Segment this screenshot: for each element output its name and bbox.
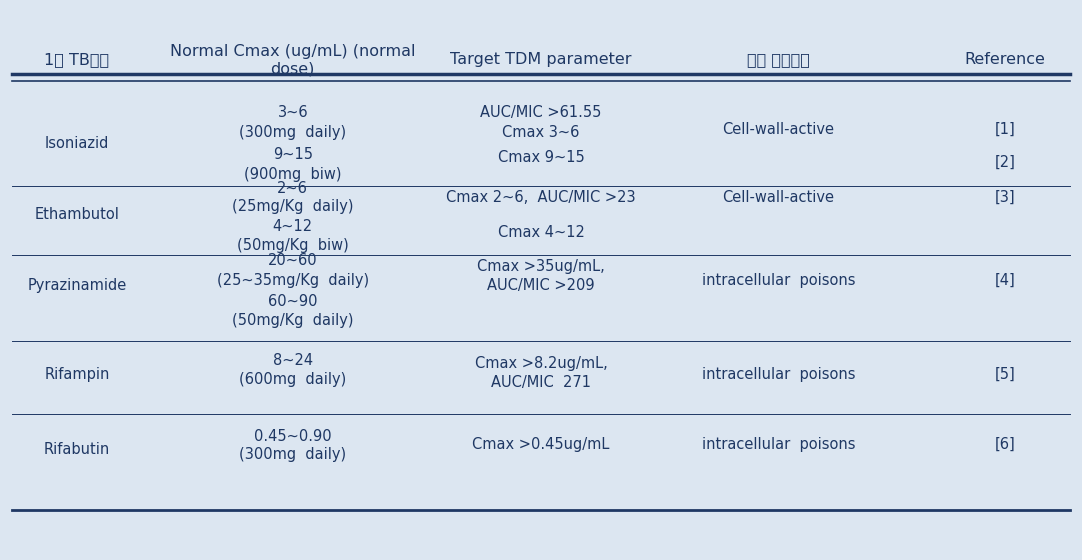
Text: Cell-wall-active: Cell-wall-active xyxy=(723,122,834,137)
Text: Cmax 2~6,  AUC/MIC >23: Cmax 2~6, AUC/MIC >23 xyxy=(446,190,636,205)
Text: intracellular  poisons: intracellular poisons xyxy=(702,437,855,452)
Text: Cmax 4~12: Cmax 4~12 xyxy=(498,225,584,240)
Text: 0.45~0.90: 0.45~0.90 xyxy=(254,428,331,444)
Text: 4~12: 4~12 xyxy=(273,219,313,234)
Text: Cmax 3~6: Cmax 3~6 xyxy=(502,125,580,140)
Text: intracellular  poisons: intracellular poisons xyxy=(702,367,855,382)
Text: Pyrazinamide: Pyrazinamide xyxy=(27,278,127,293)
Text: (50mg/Kg  biw): (50mg/Kg biw) xyxy=(237,238,348,253)
Text: (300mg  daily): (300mg daily) xyxy=(239,447,346,463)
Text: 작용 메커니즘: 작용 메커니즘 xyxy=(747,53,809,67)
Text: Normal Cmax (ug/mL) (normal
dose): Normal Cmax (ug/mL) (normal dose) xyxy=(170,44,415,76)
Text: (50mg/Kg  daily): (50mg/Kg daily) xyxy=(232,312,354,328)
Text: Cmax >0.45ug/mL: Cmax >0.45ug/mL xyxy=(473,437,609,452)
Text: [5]: [5] xyxy=(994,367,1015,382)
Text: AUC/MIC  271: AUC/MIC 271 xyxy=(491,375,591,390)
Text: Cell-wall-active: Cell-wall-active xyxy=(723,190,834,205)
Text: Cmax 9~15: Cmax 9~15 xyxy=(498,150,584,165)
Text: (300mg  daily): (300mg daily) xyxy=(239,125,346,140)
Text: Cmax >35ug/mL,: Cmax >35ug/mL, xyxy=(477,259,605,274)
Text: [2]: [2] xyxy=(994,155,1016,169)
Text: (900mg  biw): (900mg biw) xyxy=(245,167,342,181)
Text: (600mg  daily): (600mg daily) xyxy=(239,372,346,387)
Text: Reference: Reference xyxy=(965,53,1045,67)
Text: [4]: [4] xyxy=(994,273,1015,287)
Text: Isoniazid: Isoniazid xyxy=(44,136,109,151)
Text: 9~15: 9~15 xyxy=(273,147,313,162)
Text: Rifampin: Rifampin xyxy=(44,367,109,382)
Text: [1]: [1] xyxy=(994,122,1015,137)
Text: intracellular  poisons: intracellular poisons xyxy=(702,273,855,287)
Text: [6]: [6] xyxy=(994,437,1015,452)
Text: 2~6: 2~6 xyxy=(277,180,308,195)
Text: AUC/MIC >61.55: AUC/MIC >61.55 xyxy=(480,105,602,120)
Text: 20~60: 20~60 xyxy=(268,253,318,268)
Text: Cmax >8.2ug/mL,: Cmax >8.2ug/mL, xyxy=(475,356,607,371)
Text: 60~90: 60~90 xyxy=(268,293,317,309)
Text: 3~6: 3~6 xyxy=(277,105,308,120)
Text: Rifabutin: Rifabutin xyxy=(43,442,110,458)
Text: [3]: [3] xyxy=(994,190,1015,205)
Text: Target TDM parameter: Target TDM parameter xyxy=(450,53,632,67)
Text: 1차 TB약물: 1차 TB약물 xyxy=(44,53,109,67)
Text: Ethambutol: Ethambutol xyxy=(35,207,119,222)
Text: AUC/MIC >209: AUC/MIC >209 xyxy=(487,278,595,293)
Text: 8~24: 8~24 xyxy=(273,353,313,368)
Text: (25mg/Kg  daily): (25mg/Kg daily) xyxy=(232,199,354,214)
Text: (25~35mg/Kg  daily): (25~35mg/Kg daily) xyxy=(216,273,369,287)
